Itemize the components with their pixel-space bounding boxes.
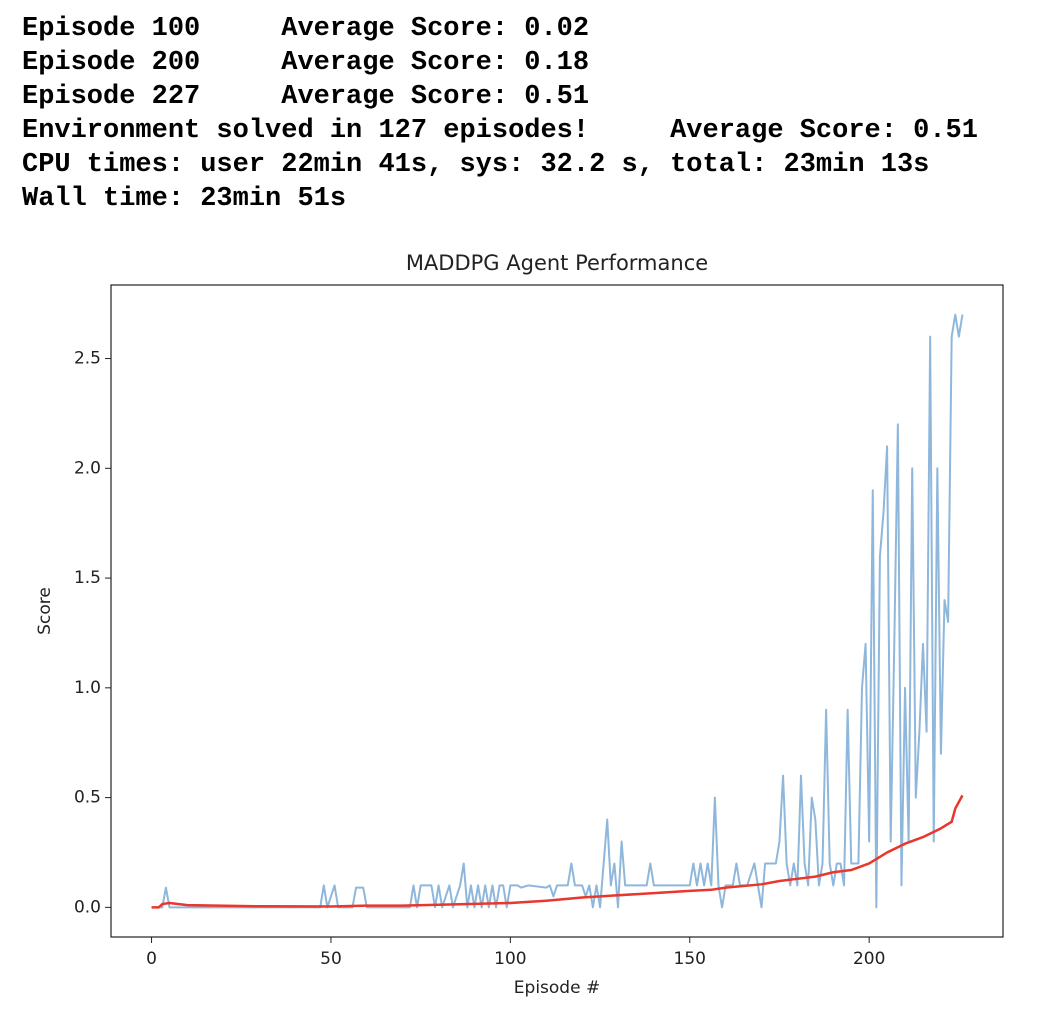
y-axis-label: Score bbox=[35, 587, 55, 635]
output-line: Episode 200 Average Score: 0.18 bbox=[22, 48, 590, 78]
x-tick-label: 50 bbox=[320, 949, 342, 969]
y-tick-label: 1.0 bbox=[74, 678, 101, 698]
cell-output: Episode 100 Average Score: 0.02 Episode 2… bbox=[22, 12, 978, 216]
series-line bbox=[151, 794, 964, 909]
x-tick-label: 150 bbox=[674, 949, 706, 969]
y-tick-label: 0.0 bbox=[74, 897, 101, 917]
output-line: CPU times: user 22min 41s, sys: 32.2 s, … bbox=[22, 150, 930, 180]
y-tick-label: 2.5 bbox=[74, 349, 101, 369]
output-line: Environment solved in 127 episodes! Aver… bbox=[22, 116, 978, 146]
x-tick-label: 0 bbox=[146, 949, 157, 969]
x-axis-label: Episode # bbox=[514, 978, 600, 998]
output-line: Episode 227 Average Score: 0.51 bbox=[22, 82, 590, 112]
x-tick-label: 200 bbox=[853, 949, 885, 969]
output-line: Wall time: 23min 51s bbox=[22, 184, 347, 214]
output-line: Episode 100 Average Score: 0.02 bbox=[22, 14, 590, 44]
y-tick-label: 1.5 bbox=[74, 568, 101, 588]
plot-frame bbox=[110, 284, 1004, 938]
y-tick-label: 0.5 bbox=[74, 788, 101, 808]
y-tick-label: 2.0 bbox=[74, 458, 101, 478]
chart-title: MADDPG Agent Performance bbox=[406, 251, 708, 275]
x-tick-label: 100 bbox=[494, 949, 526, 969]
series-line bbox=[151, 313, 964, 909]
